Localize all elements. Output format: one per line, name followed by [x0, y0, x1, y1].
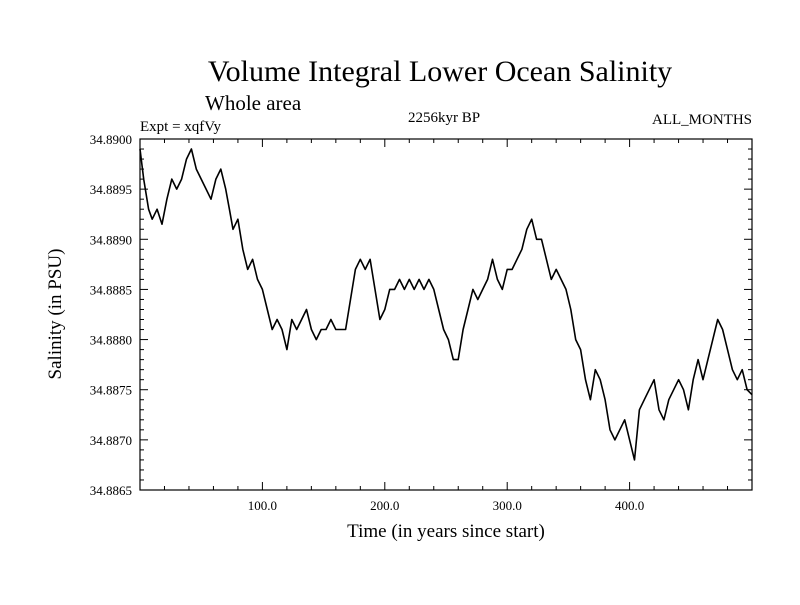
x-tick-label: 200.0	[370, 498, 399, 513]
y-tick-label: 34.8885	[90, 282, 132, 297]
chart-subtitle: Whole area	[205, 91, 302, 115]
period-label: 2256kyr BP	[408, 110, 480, 126]
series-line-salinity	[139, 148, 753, 461]
x-tick-label: 400.0	[615, 498, 644, 513]
y-tick-label: 34.8890	[90, 232, 132, 247]
y-axis: 34.8865 34.8870 34.8875 34.8880 34.8885 34.88…	[90, 132, 752, 498]
months-label: ALL_MONTHS	[652, 112, 752, 128]
x-axis: 100.0 200.0 300.0 400.0	[163, 139, 729, 513]
x-axis-label: Time (in years since start)	[347, 521, 545, 542]
plot-frame	[139, 138, 753, 491]
experiment-label: Expt = xqfVy	[140, 119, 221, 135]
y-tick-label: 34.8895	[90, 182, 132, 197]
x-tick-label: 100.0	[248, 498, 277, 513]
y-tick-label: 34.8870	[90, 433, 132, 448]
x-tick-label: 300.0	[493, 498, 522, 513]
chart-title: Volume Integral Lower Ocean Salinity	[208, 55, 672, 88]
y-tick-label: 34.8900	[90, 132, 132, 147]
y-tick-label: 34.8875	[90, 383, 132, 398]
y-tick-label: 34.8880	[90, 333, 132, 348]
y-tick-label: 34.8865	[90, 483, 132, 498]
y-axis-label: Salinity (in PSU)	[45, 249, 66, 380]
